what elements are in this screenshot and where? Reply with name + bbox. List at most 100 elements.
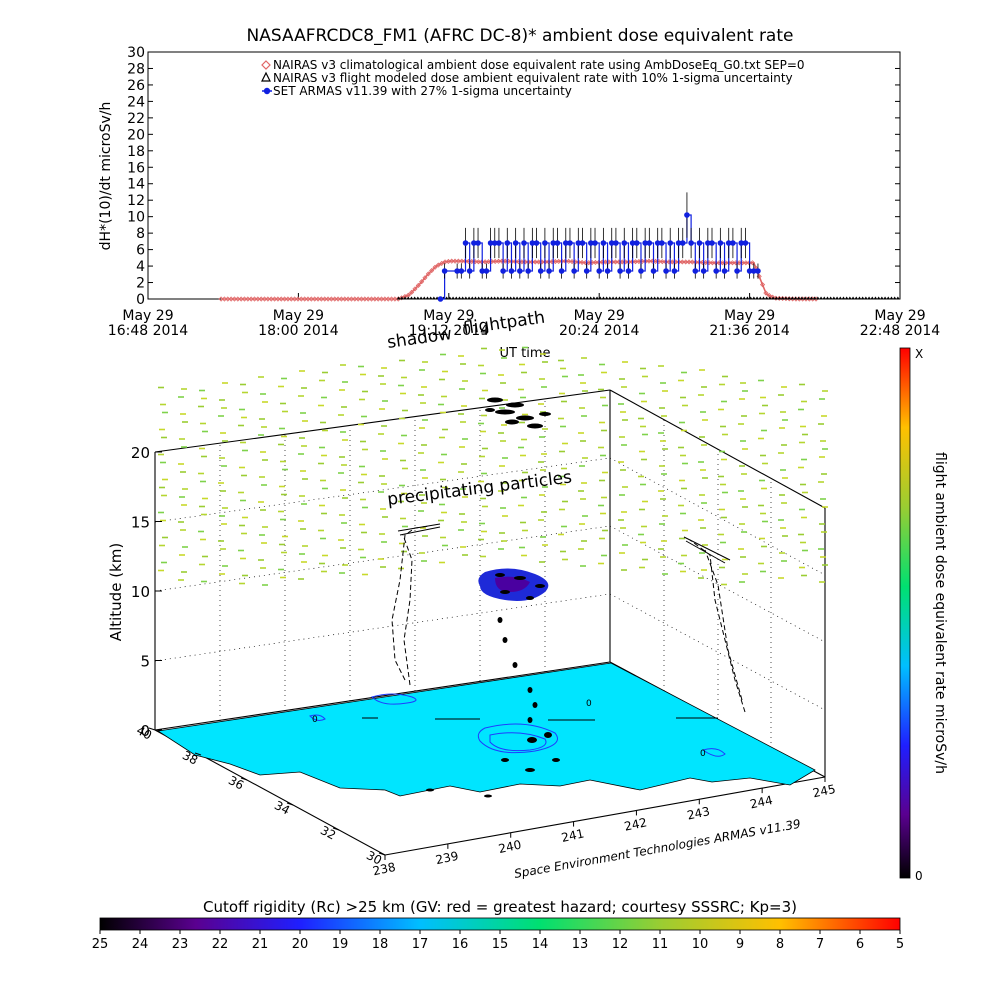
climatological-point [749,260,756,266]
climatological-point [358,296,365,302]
flight-modeled-point [854,296,859,300]
flight-modeled-point [617,296,622,300]
climatological-point [432,264,438,270]
climatological-point [292,296,298,302]
armas-point [487,240,494,246]
flight-modeled-point [716,296,721,300]
climatological-point [469,258,475,265]
climatological-point [261,296,268,302]
flight-modeled-point [707,296,712,300]
rigidity-tick-label: 20 [292,937,309,952]
flight-modeled-point [809,296,814,300]
ocean-surface [156,662,816,797]
climatological-point [235,296,241,302]
flight-modeled-point [537,296,542,300]
flight-modeled-point [636,296,641,300]
rigidity-tick-label: 24 [132,937,149,952]
altitude-tick-label: 15 [131,514,150,532]
flight-modeled-point [428,296,433,300]
armas-point [696,240,703,246]
flight-modeled-point [771,296,776,300]
flight-modeled-point [652,296,657,300]
y-tick-label: 22 [127,111,145,127]
rigidity-tick-label: 21 [252,937,269,952]
rigidity-tick-label: 23 [172,937,189,952]
contour-labels: 0 0 0 [312,699,706,759]
x-tick-label: May 29 [724,308,775,324]
flight-modeled-point [534,296,539,300]
rigidity-tick-label: 17 [412,937,429,952]
flight-modeled-point [585,296,590,300]
rigidity-tick-label: 5 [896,937,904,952]
armas-point [717,240,724,246]
x-tick-label: May 29 [874,308,925,324]
chart-title: NASAAFRCDC8_FM1 (AFRC DC-8)* ambient dos… [247,26,794,46]
climatological-point [536,259,542,265]
flight-modeled-point [463,296,468,300]
x-tick-label: 20:24 2014 [559,323,640,339]
armas-point [546,268,552,274]
y-tick-label: 0 [136,292,145,308]
flight-modeled-point [870,296,875,300]
climatological-point [759,282,766,288]
flight-modeled-point [857,296,862,300]
climatological-point [475,259,482,265]
armas-point [709,240,715,246]
climatological-point [412,286,418,292]
climatological-point [385,296,391,302]
armas-point [500,268,506,274]
altitude-tick-label: 10 [131,583,150,601]
armas-point [491,240,498,246]
climatological-point [258,296,264,302]
climatological-point [322,296,328,302]
armas-point [721,268,728,274]
flight-modeled-point [665,296,670,300]
flight-modeled-point [723,296,728,300]
flight-modeled-point [883,296,888,300]
climatological-point [308,296,314,302]
armas-point [713,268,719,274]
climatological-point [268,296,274,302]
diamond-marker-icon [261,60,271,70]
altitude-tick-label: 20 [131,444,150,462]
flight-modeled-point [588,296,593,300]
armas-point [579,240,586,246]
flight-modeled-point [681,296,686,300]
armas-point [738,240,745,246]
climatological-point [435,262,441,268]
flight-modeled-point [531,296,536,300]
y-tick-label: 4 [136,259,145,275]
armas-point [600,240,607,246]
climatological-point [325,296,331,302]
armas-point [525,268,531,274]
flight-modeled-point [505,296,510,300]
climatological-point [362,296,368,302]
flight-modeled-point [755,296,760,300]
armas-point [529,240,536,246]
flight-modeled-point [527,296,532,300]
armas-point [755,268,761,274]
flight-modeled-point [611,296,616,300]
flight-modeled-point [479,296,484,300]
flight-modeled-point [591,296,596,300]
rigidity-tick-label: 8 [776,937,784,952]
climatological-point [709,260,715,266]
altitude-tick-label: 0 [140,722,150,740]
legend-label: SET ARMAS v11.39 with 27% 1-sigma uncert… [273,84,572,98]
rigidity-tick-label: 13 [572,937,589,952]
flight-modeled-point [483,296,488,300]
armas-point [517,268,523,274]
armas-point [629,240,636,246]
flight-modeled-point [700,296,705,300]
flight-modeled-point [851,296,856,300]
series-layer [218,192,900,302]
climatological-point [619,259,625,265]
flight-modeled-point [518,296,523,300]
rigidity-tick-label: 25 [92,937,109,952]
flight-modeled-point [803,296,808,300]
armas-series-line [440,214,758,300]
flight-modeled-point [895,296,900,300]
colorbar-label: flight ambient dose equivalent rate micr… [932,452,948,774]
climatological-point [298,296,304,302]
latitude-tick-label: 34 [272,798,292,818]
